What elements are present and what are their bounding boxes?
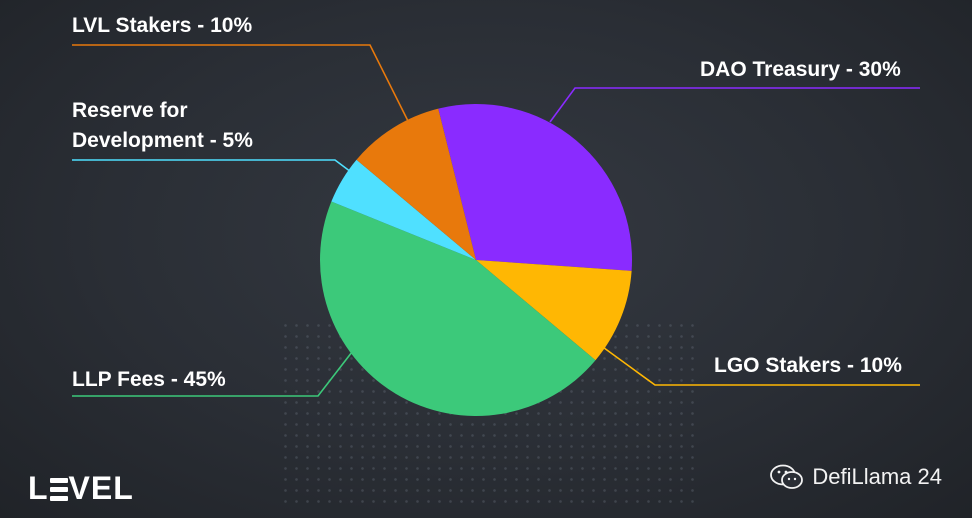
slice-lvl-stakers: [356, 108, 476, 260]
label-llp-fees: LLP Fees - 45%: [72, 368, 226, 391]
watermark: DefiLlama 24: [770, 464, 942, 490]
label-reserve-line2: Development - 5%: [72, 129, 253, 152]
leader-line-lgo: [599, 344, 920, 386]
logo-e-bars-icon: [49, 477, 68, 501]
leader-line-llp: [72, 351, 353, 397]
label-lgo-stakers: LGO Stakers - 10%: [714, 354, 902, 377]
level-logo: L VEL: [28, 470, 134, 507]
logo-letter-l: L: [28, 470, 49, 506]
logo-letters-vel: VEL: [68, 470, 134, 506]
label-dao-treasury: DAO Treasury - 30%: [700, 58, 901, 81]
label-lvl-stakers: LVL Stakers - 10%: [72, 14, 253, 37]
leader-line-dao: [549, 87, 920, 123]
label-reserve-line1: Reserve for: [72, 99, 188, 122]
slice-dao-treasury: [438, 103, 633, 271]
slice-reserve-development: [331, 159, 476, 260]
wechat-icon: [770, 464, 804, 489]
slice-lgo-stakers: [476, 260, 632, 361]
watermark-text: DefiLlama 24: [812, 464, 942, 489]
leader-line-reserve: [72, 159, 356, 176]
slice-llp-fees: [320, 201, 596, 416]
leader-line-lvl: [72, 44, 411, 126]
